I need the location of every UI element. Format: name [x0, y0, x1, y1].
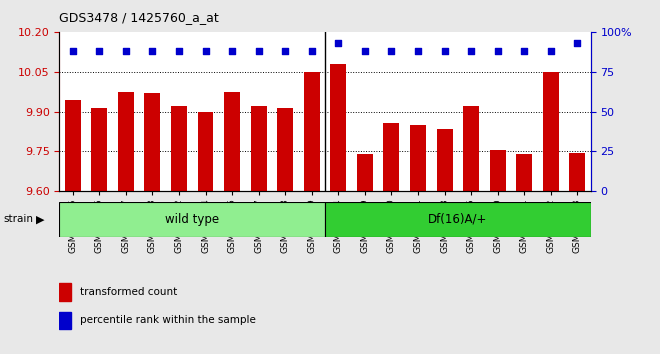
Bar	[277, 108, 293, 191]
Bar	[304, 72, 319, 191]
Bar	[59, 202, 325, 237]
Text: wild type: wild type	[165, 213, 219, 226]
Point	[412, 48, 423, 54]
Bar	[251, 106, 267, 191]
Bar	[383, 124, 399, 191]
Bar	[331, 64, 347, 191]
Bar	[463, 106, 479, 191]
Point	[519, 48, 529, 54]
Bar	[171, 106, 187, 191]
Point	[200, 48, 211, 54]
Bar	[59, 312, 71, 329]
Bar	[357, 154, 373, 191]
Point	[147, 48, 158, 54]
Bar	[543, 72, 559, 191]
Point	[466, 48, 477, 54]
Text: transformed count: transformed count	[80, 287, 177, 297]
Point	[492, 48, 503, 54]
Text: GDS3478 / 1425760_a_at: GDS3478 / 1425760_a_at	[59, 11, 219, 24]
Bar	[410, 125, 426, 191]
Point	[360, 48, 370, 54]
Point	[333, 40, 344, 46]
Point	[94, 48, 104, 54]
Point	[280, 48, 290, 54]
Point	[546, 48, 556, 54]
Bar	[118, 92, 134, 191]
Point	[572, 40, 583, 46]
Bar	[437, 129, 453, 191]
Bar	[570, 153, 585, 191]
Bar	[197, 112, 213, 191]
Point	[227, 48, 238, 54]
Point	[440, 48, 450, 54]
Text: ▶: ▶	[36, 215, 45, 224]
Bar	[145, 93, 160, 191]
Point	[67, 48, 78, 54]
Bar	[59, 283, 71, 301]
Bar	[516, 154, 532, 191]
Bar	[91, 108, 107, 191]
Point	[121, 48, 131, 54]
Text: Df(16)A/+: Df(16)A/+	[428, 213, 488, 226]
Bar	[65, 99, 81, 191]
Bar	[490, 150, 506, 191]
Bar	[224, 92, 240, 191]
Point	[306, 48, 317, 54]
Point	[386, 48, 397, 54]
Bar	[325, 202, 591, 237]
Point	[174, 48, 184, 54]
Point	[253, 48, 264, 54]
Text: percentile rank within the sample: percentile rank within the sample	[80, 315, 255, 325]
Text: strain: strain	[3, 215, 33, 224]
